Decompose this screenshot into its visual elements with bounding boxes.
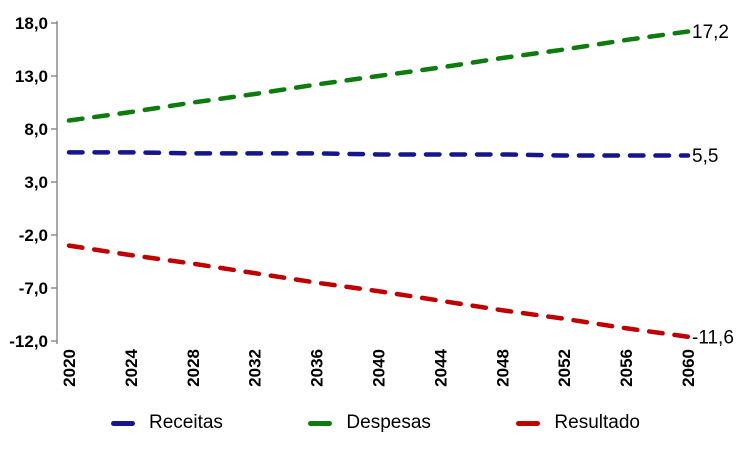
end-label-receitas: 5,5 bbox=[692, 146, 718, 167]
legend-label-resultado: Resultado bbox=[554, 412, 640, 433]
x-axis-tick-label: 2036 bbox=[308, 349, 327, 387]
series-line-resultado bbox=[66, 243, 691, 340]
y-axis-tick-label: 13,0 bbox=[15, 67, 48, 86]
x-axis-tick-label: 2056 bbox=[617, 349, 636, 387]
y-axis-tick-label: -7,0 bbox=[19, 279, 48, 298]
x-axis-tick-label: 2060 bbox=[679, 349, 698, 387]
x-axis-tick-label: 2028 bbox=[184, 349, 203, 387]
x-axis-tick-label: 2024 bbox=[122, 348, 141, 386]
legend-label-despesas: Despesas bbox=[346, 412, 431, 433]
x-axis-tick-label: 2020 bbox=[60, 349, 79, 387]
end-label-despesas: 17,2 bbox=[692, 22, 729, 43]
x-axis-tick-label: 2032 bbox=[246, 349, 265, 387]
y-axis-tick-label: 8,0 bbox=[24, 120, 48, 139]
y-axis-tick-label: 3,0 bbox=[24, 173, 48, 192]
series-line-receitas bbox=[66, 150, 691, 158]
legend-item-resultado: Resultado bbox=[516, 410, 640, 436]
x-axis-tick-label: 2052 bbox=[555, 349, 574, 387]
legend-item-despesas: Despesas bbox=[308, 410, 431, 436]
series-line-despesas bbox=[66, 29, 691, 123]
y-axis-tick-label: -12,0 bbox=[9, 332, 48, 351]
legend-dash-resultado-icon bbox=[516, 420, 541, 426]
end-label-resultado: -11,6 bbox=[692, 327, 734, 348]
x-axis-tick-label: 2040 bbox=[370, 349, 389, 387]
legend-dash-receitas-icon bbox=[111, 420, 135, 426]
legend-label-receitas: Receitas bbox=[149, 412, 223, 433]
chart-legend: Receitas Despesas Resultado bbox=[111, 410, 640, 436]
y-axis-tick-label: -2,0 bbox=[19, 226, 48, 245]
x-axis-tick-label: 2044 bbox=[431, 348, 450, 386]
y-axis-tick-label: 18,0 bbox=[15, 14, 48, 33]
legend-dash-despesas-icon bbox=[308, 420, 333, 426]
x-axis-tick-label: 2048 bbox=[493, 349, 512, 387]
legend-item-receitas: Receitas bbox=[111, 410, 223, 436]
